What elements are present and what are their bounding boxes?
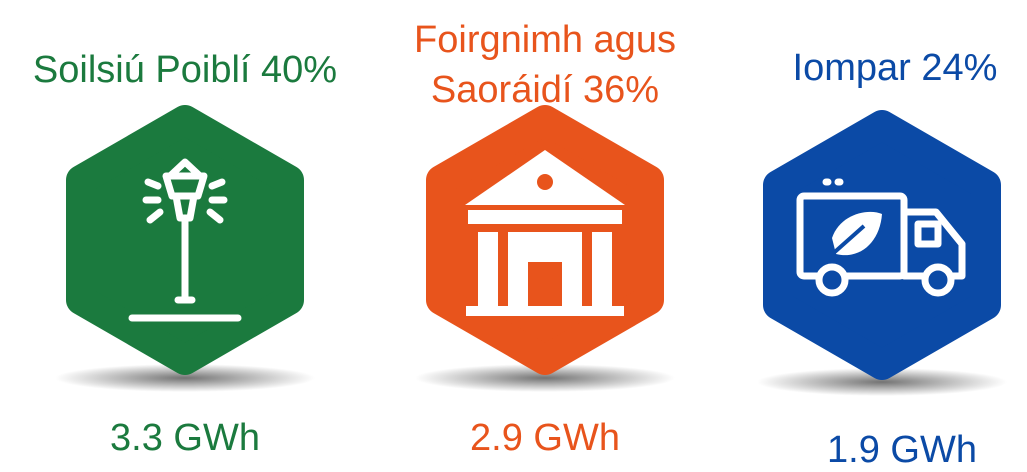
shadow (55, 364, 315, 392)
category-label: Saoráidí 36% (431, 69, 659, 111)
energy-value: 1.9 GWh (827, 429, 977, 471)
energy-value: 3.3 GWh (110, 417, 260, 459)
category-label: Foirgnimh agus (414, 19, 676, 61)
hexagon (763, 110, 1001, 380)
building-icon (465, 150, 625, 316)
category-label: Soilsiú Poiblí 40% (33, 49, 337, 91)
category-label: Iompar 24% (793, 47, 998, 89)
energy-value: 2.9 GWh (470, 417, 620, 459)
shadow (757, 368, 1007, 396)
shadow (415, 364, 675, 392)
lamp-icon (128, 158, 242, 322)
truck-icon (796, 178, 966, 297)
